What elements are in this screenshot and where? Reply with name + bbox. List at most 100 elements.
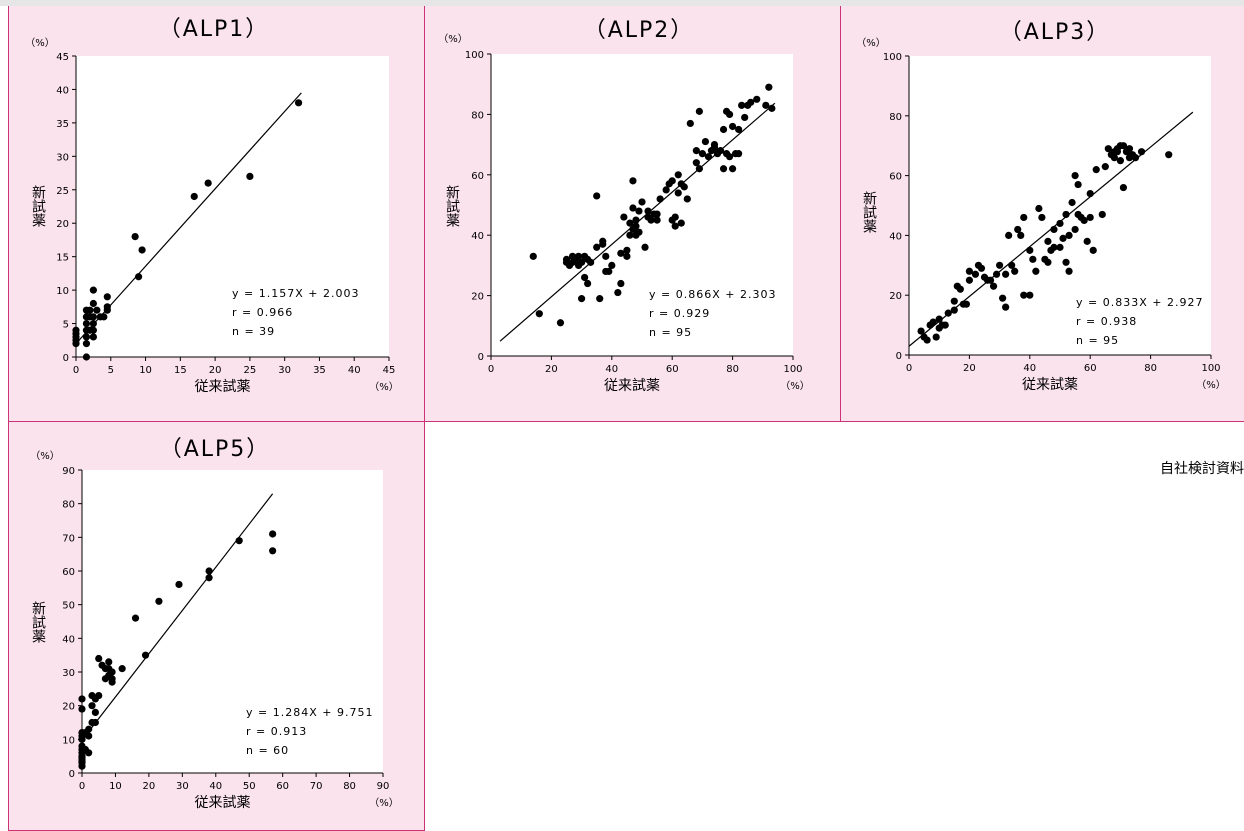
y-tick-label: 60 — [62, 567, 75, 578]
data-point — [729, 122, 737, 131]
data-point — [716, 147, 725, 155]
x-tick-label: 20 — [143, 781, 156, 792]
x-tick-label: 100 — [1201, 363, 1220, 374]
data-point — [599, 240, 607, 248]
data-point — [617, 279, 625, 288]
data-point — [935, 315, 943, 323]
y-axis-unit: （%） — [25, 37, 55, 49]
x-tick-label: 20 — [963, 363, 976, 374]
x-tick-label: 80 — [343, 781, 356, 792]
correlation-r: r = 0.938 — [1076, 315, 1137, 328]
data-point — [190, 192, 198, 201]
data-point — [620, 213, 628, 221]
data-point — [1080, 216, 1088, 225]
data-point — [1098, 210, 1106, 219]
data-point — [103, 293, 111, 301]
data-point — [294, 99, 303, 107]
y-tick-label: 0 — [478, 352, 484, 363]
data-point — [72, 329, 80, 338]
y-tick-label: 10 — [62, 735, 75, 746]
y-tick-label: 20 — [471, 292, 484, 303]
y-tick-label: 100 — [465, 50, 484, 61]
y-tick-label: 40 — [56, 85, 69, 96]
scatter-chart-alp3: （ALP3） 00 20 20 40 40 60 60 80 80 100 100 （%） （%） 従来試薬… — [856, 20, 1226, 393]
data-point — [108, 675, 116, 683]
x-tick-label: 40 — [605, 364, 618, 375]
y-tick-label: 40 — [889, 231, 902, 242]
chart-title: （ALP1） — [159, 17, 270, 42]
x-tick-label: 90 — [377, 781, 390, 792]
regression-equation: y = 0.866X + 2.303 — [649, 288, 776, 301]
data-point — [695, 165, 703, 173]
y-tick-label: 0 — [69, 769, 75, 780]
data-point — [78, 705, 86, 713]
data-point — [698, 150, 706, 158]
data-point — [205, 574, 213, 582]
x-axis-unit: （%） — [780, 380, 810, 392]
data-point — [762, 101, 770, 109]
x-tick-label: 25 — [244, 365, 257, 376]
x-tick-label: 45 — [383, 365, 396, 376]
chart-panel-alp1: （ALP1） 0 0 5 5 10 10 15 15 20 20 25 25 30 30 35 35 40 40 45… — [8, 6, 425, 422]
sample-size-n: n = 95 — [1076, 334, 1119, 347]
data-point — [556, 319, 565, 327]
data-point — [725, 110, 734, 118]
y-tick-label: 40 — [471, 231, 484, 242]
source-note: 自社検討資料 — [1160, 461, 1244, 477]
data-point — [1056, 243, 1064, 251]
data-point — [581, 273, 589, 282]
y-tick-label: 60 — [889, 172, 902, 183]
data-point — [584, 279, 592, 288]
data-point — [82, 319, 91, 328]
data-point — [91, 708, 99, 716]
y-tick-label: 15 — [56, 253, 69, 264]
plot-area — [82, 470, 383, 773]
data-point — [614, 288, 622, 297]
data-point — [644, 207, 652, 215]
data-point — [1113, 148, 1121, 156]
data-point — [1110, 154, 1118, 162]
y-axis-unit: （%） — [856, 37, 886, 49]
data-point — [78, 695, 86, 703]
x-tick-label: 30 — [278, 365, 291, 376]
data-point — [626, 231, 634, 239]
data-point — [88, 702, 96, 710]
data-point — [1137, 148, 1146, 156]
data-point — [91, 718, 99, 727]
data-point — [950, 297, 958, 305]
data-point — [135, 273, 143, 281]
data-point — [103, 303, 111, 311]
data-point — [741, 113, 749, 122]
data-point — [1165, 151, 1173, 159]
regression-equation: y = 0.833X + 2.927 — [1076, 296, 1203, 309]
data-point — [1017, 231, 1025, 239]
data-point — [608, 261, 616, 269]
data-point — [131, 233, 139, 241]
data-point — [923, 336, 931, 344]
y-tick-label: 0 — [63, 353, 69, 364]
data-point — [623, 246, 631, 254]
x-tick-label: 10 — [139, 365, 152, 376]
y-tick-label: 25 — [56, 186, 69, 197]
x-axis-label: 従来試薬 — [1022, 377, 1078, 393]
data-point — [1086, 189, 1094, 198]
data-point — [1056, 219, 1064, 228]
data-point — [86, 306, 94, 314]
data-point — [596, 295, 604, 303]
data-point — [205, 567, 213, 575]
y-tick-label: 50 — [62, 601, 75, 612]
data-point — [965, 276, 973, 284]
data-point — [989, 282, 998, 290]
data-point — [85, 732, 93, 740]
y-tick-label: 5 — [63, 320, 69, 331]
data-point — [1071, 225, 1079, 234]
data-point — [735, 125, 743, 134]
data-point — [78, 754, 86, 762]
data-point — [638, 198, 646, 206]
data-point — [562, 255, 571, 263]
data-point — [704, 153, 713, 161]
data-point — [635, 228, 643, 236]
data-point — [605, 267, 613, 276]
data-point — [647, 216, 655, 224]
data-point — [235, 537, 243, 545]
